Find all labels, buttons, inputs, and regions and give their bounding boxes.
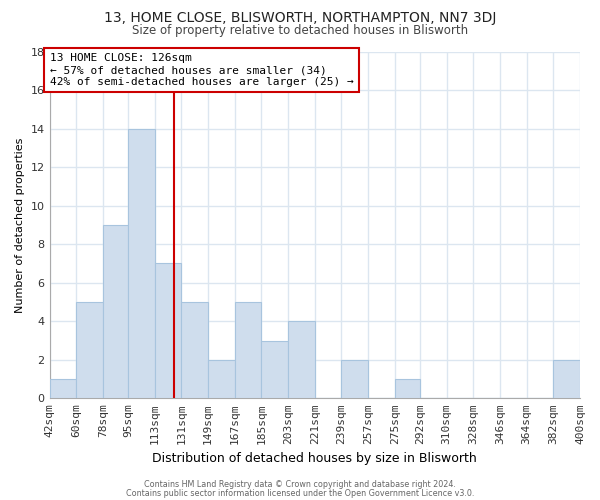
Text: 13, HOME CLOSE, BLISWORTH, NORTHAMPTON, NN7 3DJ: 13, HOME CLOSE, BLISWORTH, NORTHAMPTON, … xyxy=(104,11,496,25)
Text: 13 HOME CLOSE: 126sqm
← 57% of detached houses are smaller (34)
42% of semi-deta: 13 HOME CLOSE: 126sqm ← 57% of detached … xyxy=(50,54,353,86)
Bar xyxy=(76,302,103,398)
Bar xyxy=(50,379,76,398)
Bar xyxy=(553,360,580,399)
Bar xyxy=(395,379,420,398)
Bar xyxy=(208,360,235,399)
Bar xyxy=(128,128,155,398)
Bar xyxy=(103,225,128,398)
Bar xyxy=(341,360,368,399)
Text: Size of property relative to detached houses in Blisworth: Size of property relative to detached ho… xyxy=(132,24,468,37)
Bar xyxy=(235,302,262,398)
X-axis label: Distribution of detached houses by size in Blisworth: Distribution of detached houses by size … xyxy=(152,452,477,465)
Y-axis label: Number of detached properties: Number of detached properties xyxy=(15,137,25,312)
Bar xyxy=(262,340,288,398)
Bar xyxy=(288,321,315,398)
Bar xyxy=(155,264,181,398)
Text: Contains public sector information licensed under the Open Government Licence v3: Contains public sector information licen… xyxy=(126,488,474,498)
Text: Contains HM Land Registry data © Crown copyright and database right 2024.: Contains HM Land Registry data © Crown c… xyxy=(144,480,456,489)
Bar xyxy=(181,302,208,398)
